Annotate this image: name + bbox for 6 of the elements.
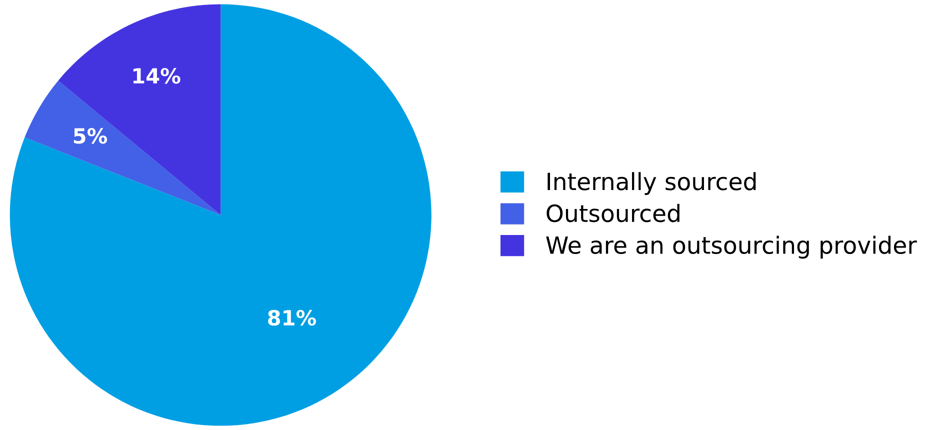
data-label: 5% — [74, 128, 108, 144]
legend-label: Internally sourced — [548, 172, 756, 195]
legend-label: Outsourced — [546, 204, 680, 222]
data-label: 81% — [268, 310, 316, 326]
legend-label: We are an outsourcing provider — [546, 236, 917, 259]
data-label: 14% — [133, 68, 180, 84]
